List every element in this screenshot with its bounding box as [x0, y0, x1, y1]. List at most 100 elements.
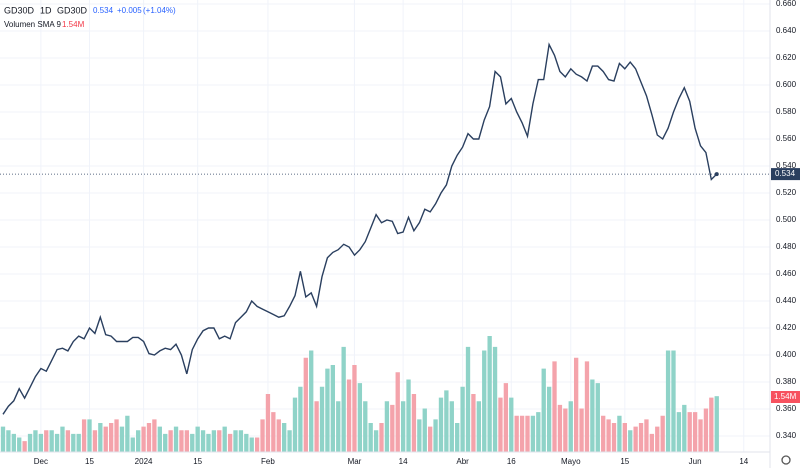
- volume-bar: [141, 426, 146, 452]
- volume-bar: [460, 386, 465, 452]
- volume-bar: [438, 397, 444, 452]
- volume-bar: [92, 430, 98, 452]
- volume-bar: [417, 419, 422, 452]
- volume-name[interactable]: Volumen SMA 9: [4, 20, 61, 29]
- volume-bar: [471, 394, 476, 452]
- volume-bar: [168, 430, 173, 452]
- volume-bar: [546, 386, 552, 452]
- volume-bar: [200, 430, 206, 452]
- volume-bar: [368, 423, 373, 452]
- settings-icon[interactable]: [781, 455, 791, 465]
- y-tick-label: 0.420: [776, 323, 797, 332]
- volume-bar: [76, 433, 81, 452]
- volume-bar: [81, 419, 87, 452]
- last-price-label: 0.534: [775, 169, 796, 178]
- y-tick-label: 0.360: [776, 404, 797, 413]
- y-tick-label: 0.480: [776, 242, 797, 251]
- volume-bar: [60, 426, 65, 452]
- price: 0.534: [93, 6, 114, 15]
- exchange[interactable]: GD30D: [57, 5, 88, 15]
- volume-bar: [119, 426, 125, 452]
- volume-bar: [287, 430, 292, 452]
- y-tick-label: 0.460: [776, 269, 797, 278]
- volume-bar: [465, 346, 471, 452]
- volume-bar: [514, 415, 519, 452]
- volume-bar: [309, 350, 314, 452]
- volume-bar: [617, 415, 622, 452]
- interval[interactable]: 1D: [40, 5, 52, 15]
- volume-bar: [0, 426, 6, 452]
- volume-bar: [179, 430, 184, 452]
- volume-bar: [114, 419, 119, 452]
- volume-bar: [146, 423, 152, 452]
- y-tick-label: 0.640: [776, 26, 797, 35]
- volume-bar: [563, 408, 568, 452]
- volume-bar: [568, 401, 573, 452]
- x-tick-label: Jun: [689, 457, 702, 466]
- y-tick-label: 0.540: [776, 161, 797, 170]
- volume-bar: [87, 419, 92, 452]
- volume-bar: [433, 419, 438, 452]
- volume-bar: [157, 426, 162, 452]
- y-tick-label: 0.660: [776, 0, 797, 8]
- x-tick-label: Abr: [456, 457, 469, 466]
- volume-bar: [71, 433, 76, 452]
- volume-bar: [390, 404, 395, 452]
- volume-bar: [449, 401, 454, 452]
- volume-bar: [525, 415, 530, 452]
- x-tick-label: 14: [739, 457, 748, 466]
- volume-bar: [152, 419, 157, 452]
- volume-bar: [357, 383, 363, 452]
- last-point: [714, 172, 719, 177]
- volume-bar: [676, 412, 682, 452]
- volume-bar: [552, 361, 557, 452]
- volume-bar: [422, 408, 427, 452]
- volume-bar: [638, 423, 644, 452]
- volume-bar: [649, 433, 655, 452]
- volume-bar: [190, 433, 195, 452]
- volume-bar: [125, 415, 130, 452]
- volume-bar: [384, 401, 390, 452]
- volume-bar: [108, 423, 114, 452]
- volume-bar: [622, 423, 627, 452]
- x-tick-label: Mayo: [561, 457, 581, 466]
- volume-bar: [352, 365, 357, 452]
- volume-bar: [557, 404, 563, 452]
- volume-bar: [49, 430, 54, 452]
- volume-bar: [233, 430, 238, 452]
- volume-bar: [698, 419, 703, 452]
- volume-bar: [628, 430, 633, 452]
- symbol[interactable]: GD30D: [4, 5, 35, 15]
- volume-bar: [211, 430, 217, 452]
- volume-bar: [254, 437, 260, 452]
- volume-bar: [601, 415, 606, 452]
- y-tick-label: 0.440: [776, 296, 797, 305]
- volume-bar: [346, 379, 352, 452]
- volume-bar: [227, 433, 233, 452]
- volume-bar: [487, 336, 492, 452]
- volume-bar: [541, 368, 546, 452]
- volume-bar: [292, 397, 298, 452]
- volume-bar: [498, 397, 503, 452]
- volume-bar: [395, 372, 400, 452]
- volume-bar: [703, 408, 709, 452]
- volume-bar: [665, 350, 671, 452]
- volume-bar: [606, 419, 611, 452]
- volume-bar: [709, 397, 714, 452]
- volume-bar: [336, 401, 341, 452]
- volume-bar: [217, 430, 222, 452]
- volume-bar: [38, 433, 44, 452]
- volume-bar: [687, 412, 692, 452]
- volume-bar: [536, 412, 541, 452]
- volume-bar: [282, 423, 287, 452]
- x-tick-label: Mar: [348, 457, 362, 466]
- y-tick-label: 0.500: [776, 215, 797, 224]
- volume-bar: [373, 430, 379, 452]
- price-line: [2, 42, 718, 415]
- volume-bar: [298, 386, 303, 452]
- volume-bar: [363, 401, 368, 452]
- volume-bar: [98, 423, 103, 452]
- volume-bar: [579, 408, 584, 452]
